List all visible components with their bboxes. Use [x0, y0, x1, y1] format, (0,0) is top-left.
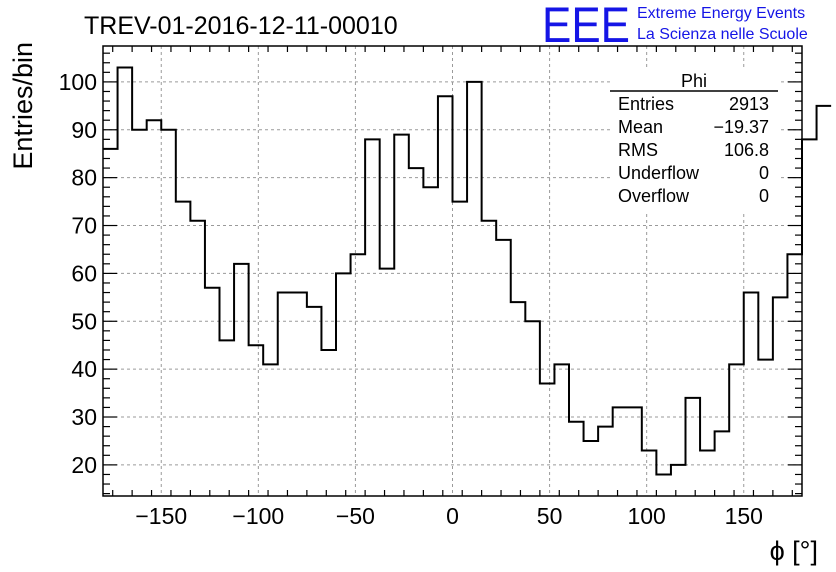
plot-frame: [102, 45, 803, 497]
logo-line-1: Extreme Energy Events: [637, 5, 805, 22]
y-tick-label: 30: [71, 404, 97, 430]
y-tick-label: 60: [71, 260, 97, 286]
y-tick-label: 20: [71, 452, 97, 478]
stats-title: Phi: [681, 71, 707, 91]
stats-label: Mean: [618, 117, 663, 137]
x-tick-label: 100: [627, 503, 665, 529]
logo-line-2: La Scienza nelle Scuole: [637, 26, 808, 43]
stats-value: 0: [759, 163, 769, 183]
stats-label: Overflow: [618, 186, 690, 206]
x-tick-label: 50: [537, 503, 563, 529]
y-tick-labels: 20 30 40 50 60 70 80 90 100: [59, 69, 97, 478]
y-tick-label: 50: [71, 308, 97, 334]
x-tick-label: −100: [232, 503, 284, 529]
y-tick-label: 100: [59, 69, 97, 95]
stats-value: 0: [759, 186, 769, 206]
x-tick-label: 150: [725, 503, 763, 529]
eee-logo: EEE Extreme Energy Events La Scienza nel…: [542, 0, 808, 53]
x-tick-label: −50: [336, 503, 375, 529]
axis-ticks: [103, 46, 802, 496]
y-tick-label: 90: [71, 117, 97, 143]
y-tick-label: 80: [71, 165, 97, 191]
stats-label: Entries: [618, 94, 674, 114]
x-axis-title: ϕ [°]: [770, 536, 818, 566]
stats-value: 2913: [729, 94, 769, 114]
stats-label: Underflow: [618, 163, 700, 183]
x-tick-label: −150: [135, 503, 187, 529]
stats-label: RMS: [618, 140, 658, 160]
y-axis-title: Entries/bin: [8, 42, 38, 170]
stats-box: Phi Entries 2913 Mean −19.37 RMS 106.8 U…: [610, 70, 778, 212]
stats-value: 106.8: [724, 140, 769, 160]
y-tick-label: 70: [71, 213, 97, 239]
x-tick-labels: −150 −100 −50 0 50 100 150: [135, 503, 763, 529]
x-tick-label: 0: [446, 503, 459, 529]
y-tick-label: 40: [71, 356, 97, 382]
logo-mark: EEE: [542, 0, 630, 53]
stats-value: −19.37: [713, 117, 769, 137]
histogram-line: [103, 66, 832, 476]
chart-title: TREV-01-2016-12-11-00010: [84, 12, 398, 40]
